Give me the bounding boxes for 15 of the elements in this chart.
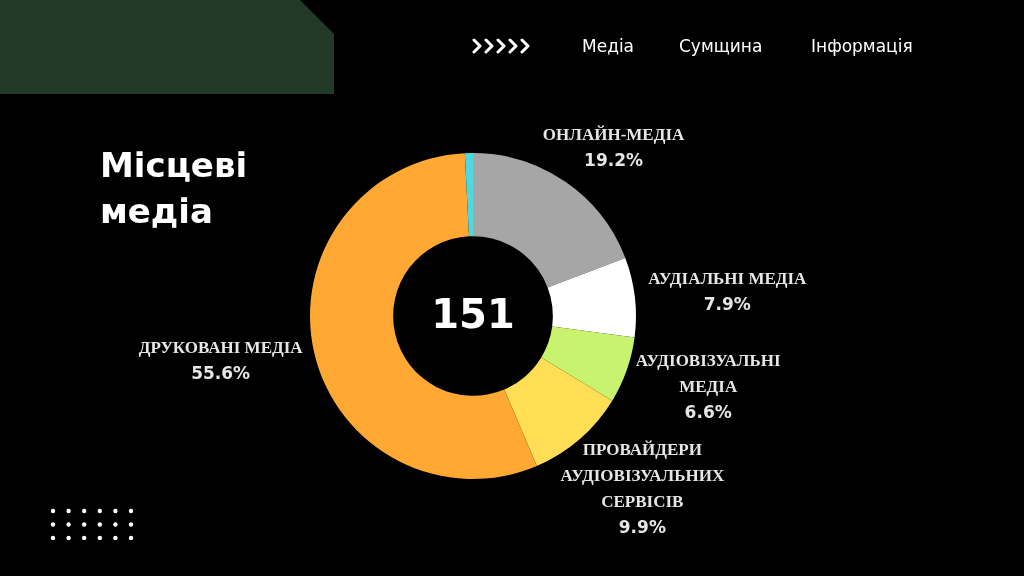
- slice-label: ДРУКОВАНІ МЕДІА: [138, 337, 304, 357]
- slice-label: АУДІАЛЬНІ МЕДІА: [648, 268, 808, 288]
- data-label: 7.9%: [703, 293, 751, 314]
- text: Інформація: [811, 35, 913, 58]
- slice-label: ОНЛАЙН-МЕДІА: [542, 125, 685, 145]
- data-label: 19.2%: [584, 150, 644, 171]
- slice-label: ПРОВАЙДЕРИ АУДІОВІЗУАЛЬНИХ СЕРВІСІВ: [560, 439, 725, 511]
- text: 151: [431, 291, 515, 338]
- data-label: 9.9%: [618, 516, 666, 537]
- text: Сумщина: [679, 35, 763, 58]
- text: Медіа: [582, 35, 635, 58]
- text: Місцеві медіа: [100, 144, 249, 233]
- data-label: 6.6%: [684, 402, 732, 423]
- slice-label: АУДІОВІЗУАЛЬНІ МЕДІА: [635, 351, 781, 397]
- data-label: 55.6%: [191, 362, 251, 383]
